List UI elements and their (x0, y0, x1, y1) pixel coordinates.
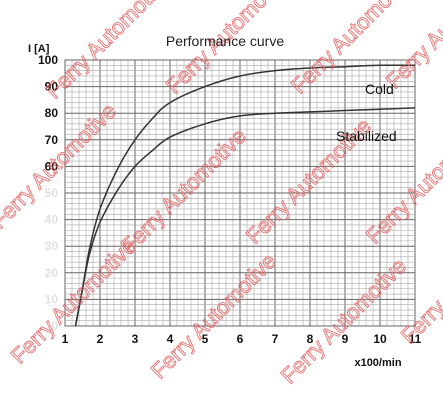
series-label-cold: Cold (365, 81, 394, 97)
chart-title: Performance curve (166, 33, 284, 49)
y-tick-label: 10 (45, 292, 59, 306)
y-tick-label: 100 (38, 53, 58, 67)
x-tick-label: 2 (97, 332, 104, 346)
x-tick-label: 11 (409, 332, 422, 346)
x-tick-label: 8 (307, 332, 314, 346)
y-tick-label: 80 (45, 106, 59, 120)
grid (64, 59, 416, 327)
x-tick-label: 7 (272, 332, 279, 346)
series-label-stabilized: Stabilized (336, 128, 397, 144)
series-lines (74, 64, 416, 327)
y-tick-label: 30 (45, 239, 59, 253)
x-tick-label: 1 (62, 332, 69, 346)
x-tick-label: 6 (237, 332, 244, 346)
y-tick-label: 20 (45, 266, 59, 280)
y-tick-label: 60 (45, 159, 59, 173)
y-tick-label: 90 (45, 80, 59, 94)
y-tick-label: 0 (51, 319, 58, 333)
x-tick-label: 9 (342, 332, 349, 346)
y-tick-label: 50 (45, 186, 59, 200)
x-axis-label: x100/min (354, 357, 401, 369)
y-tick-label: 40 (45, 213, 59, 227)
y-tick-label: 70 (45, 133, 59, 147)
series-line-cold (74, 64, 416, 327)
x-tick-label: 4 (167, 332, 174, 346)
y-axis-label: I [A] (28, 43, 50, 55)
x-tick-label: 5 (202, 332, 209, 346)
series-line-stabilized (74, 107, 416, 327)
tick-labels: 0 10 20 30 40 50 60 70 80 90 100 1 2 3 4 5 6 7 8 9 10 11 (38, 53, 422, 346)
x-tick-label: 10 (373, 332, 387, 346)
x-tick-label: 3 (132, 332, 139, 346)
